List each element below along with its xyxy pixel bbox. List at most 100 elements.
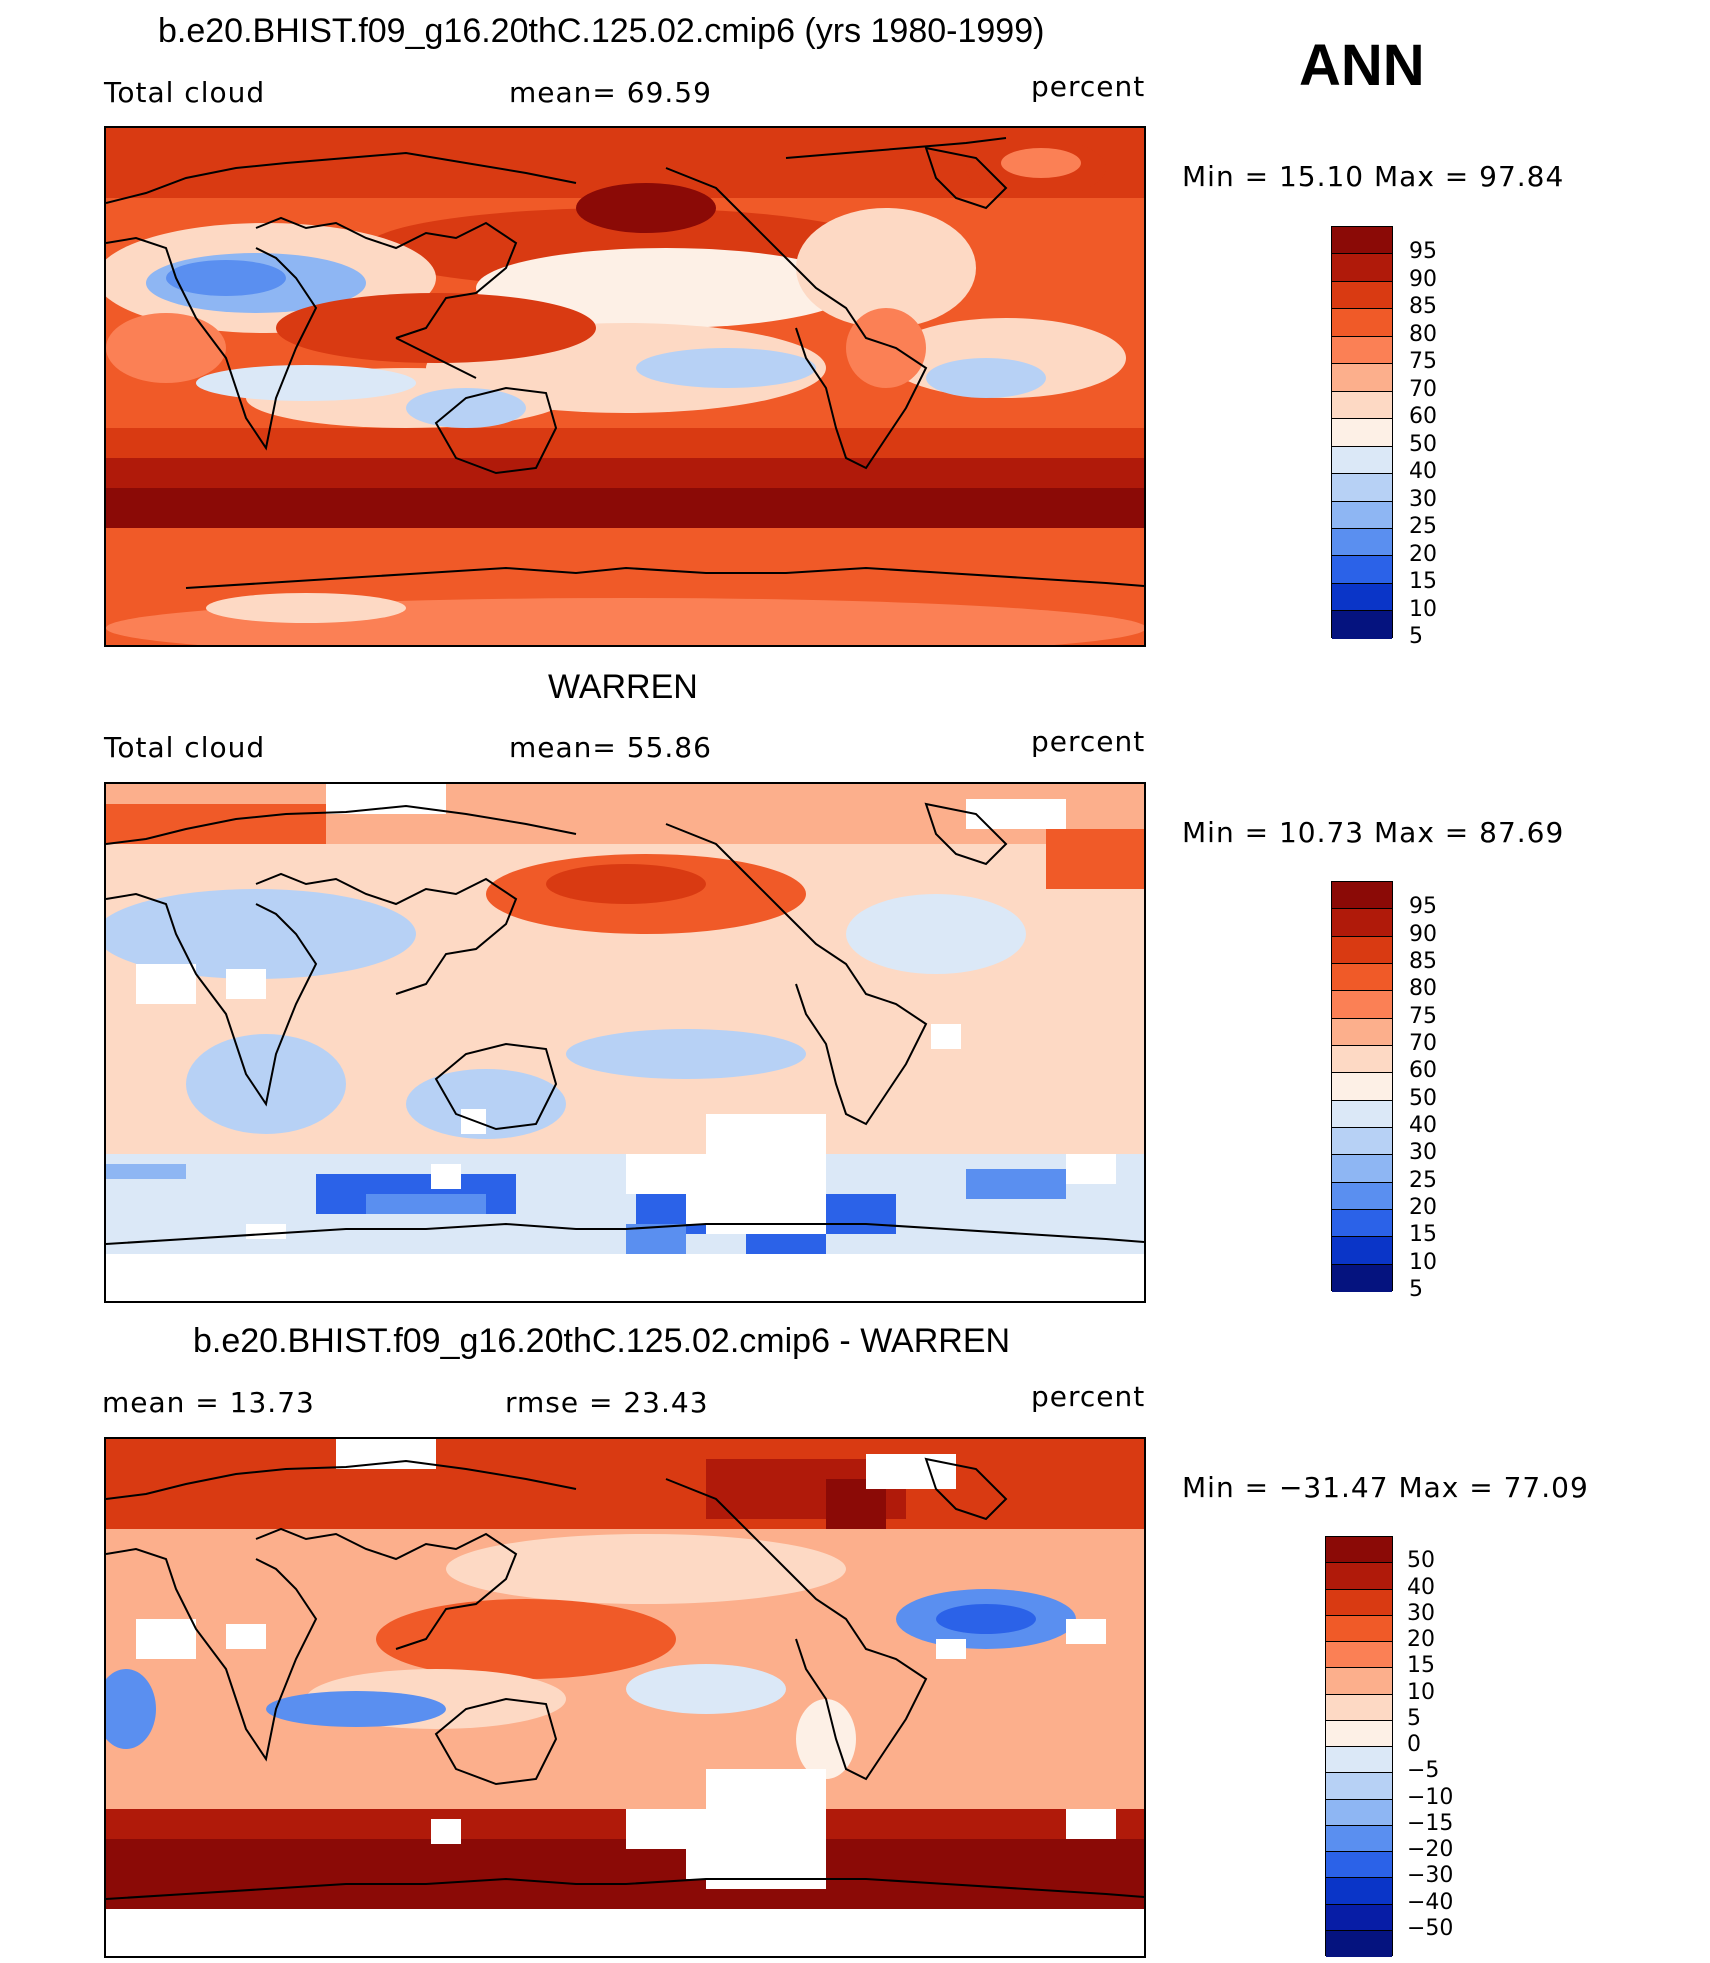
colorbar-tick-label: −10 [1407,1784,1454,1810]
colorbar-tick-label: 60 [1409,1058,1437,1084]
colorbar-swatch [1332,1209,1392,1238]
panel3-mean-label: mean = 13.73 [102,1386,315,1419]
panel2-minmax-label: Min = 10.73 Max = 87.69 [1182,816,1565,849]
panel1-variable-label: Total cloud [104,76,266,109]
colorbar-tick-label: 25 [1409,514,1437,540]
colorbar-tick-label: 80 [1409,976,1437,1002]
colorbar-tick-label: 10 [1407,1679,1435,1705]
colorbar-tick-label: 40 [1409,1113,1437,1138]
panel2-units-label: percent [1031,725,1146,758]
panel3-minmax-label: Min = −31.47 Max = 77.09 [1182,1471,1589,1504]
panel1-units-label: percent [1031,70,1146,103]
colorbar-swatch [1332,1237,1392,1265]
colorbar-swatch [1332,309,1392,337]
colorbar-tick-label: 30 [1409,1140,1437,1166]
colorbar-tick-label: 90 [1409,921,1437,947]
colorbar-swatch [1332,446,1392,475]
colorbar-tick-label: 15 [1409,569,1437,595]
colorbar-tick-label: 40 [1407,1574,1435,1600]
panel2-mean-label: mean= 55.86 [509,731,712,764]
colorbar-swatch [1332,391,1392,420]
panel3-rmse-label: rmse = 23.43 [505,1386,709,1419]
colorbar-swatch [1332,1182,1392,1210]
panel1-minmax-label: Min = 15.10 Max = 97.84 [1182,160,1565,193]
colorbar-swatch [1332,474,1392,502]
colorbar-swatch [1326,1668,1392,1695]
panel1-colorbar-swatches [1331,226,1393,639]
colorbar-swatch [1332,281,1392,310]
colorbar-swatch [1332,583,1392,612]
colorbar-tick-label: 5 [1409,1277,1423,1302]
colorbar-swatch [1326,1930,1392,1957]
colorbar-tick-label: 5 [1409,624,1423,649]
colorbar-tick-label: 50 [1409,1085,1437,1111]
colorbar-tick-label: −30 [1407,1863,1454,1889]
panel2-colorbar [1331,881,1393,1292]
colorbar-tick-label: 5 [1407,1705,1421,1731]
colorbar-swatch [1332,1264,1392,1292]
colorbar-swatch [1326,1720,1392,1747]
colorbar-swatch [1326,1642,1392,1669]
colorbar-swatch [1326,1589,1392,1616]
colorbar-swatch [1332,501,1392,529]
colorbar-tick-label: −15 [1407,1810,1454,1836]
colorbar-tick-label: 80 [1409,321,1437,347]
colorbar-tick-label: −40 [1407,1889,1454,1915]
colorbar-swatch [1326,1615,1392,1642]
season-label: ANN [1299,33,1425,98]
panel2-map [104,782,1146,1303]
colorbar-swatch [1332,1018,1392,1046]
colorbar-swatch [1332,882,1392,910]
panel3-title: b.e20.BHIST.f09_g16.20thC.125.02.cmip6 -… [193,1322,1011,1360]
colorbar-swatch [1332,1100,1392,1128]
colorbar-tick-label: 90 [1409,266,1437,292]
colorbar-tick-label: 50 [1407,1548,1435,1574]
colorbar-swatch [1326,1537,1392,1564]
panel3-map [104,1437,1146,1958]
panel1-colorbar [1331,226,1393,639]
panel3-units-label: percent [1031,1380,1146,1413]
colorbar-tick-label: 30 [1407,1600,1435,1626]
colorbar-tick-label: 20 [1407,1627,1435,1652]
colorbar-swatch [1332,336,1392,365]
panel3-colorbar [1325,1536,1393,1957]
colorbar-tick-label: 75 [1409,1003,1437,1029]
colorbar-tick-label: 25 [1409,1167,1437,1193]
colorbar-tick-label: 30 [1409,486,1437,512]
colorbar-swatch [1332,227,1392,255]
colorbar-swatch [1332,909,1392,937]
colorbar-swatch [1326,1799,1392,1826]
colorbar-swatch [1332,254,1392,282]
colorbar-swatch [1332,1045,1392,1074]
colorbar-tick-label: 40 [1409,459,1437,485]
panel3-map-field [106,1439,1144,1956]
panel1-title: b.e20.BHIST.f09_g16.20thC.125.02.cmip6 (… [158,12,1045,50]
colorbar-swatch [1326,1878,1392,1905]
colorbar-swatch [1326,1694,1392,1721]
colorbar-swatch [1332,991,1392,1019]
panel2-colorbar-swatches [1331,881,1393,1292]
colorbar-tick-label: 95 [1409,894,1437,920]
colorbar-tick-label: −50 [1407,1915,1454,1941]
colorbar-tick-label: 0 [1407,1732,1421,1757]
colorbar-swatch [1332,419,1392,447]
panel3-colorbar-swatches [1325,1536,1393,1957]
panel1-map-field [106,128,1144,645]
colorbar-swatch [1332,556,1392,584]
colorbar-swatch [1326,1773,1392,1800]
colorbar-tick-label: −20 [1407,1837,1454,1862]
colorbar-swatch [1332,611,1392,639]
colorbar-swatch [1332,1155,1392,1183]
colorbar-swatch [1326,1747,1392,1774]
colorbar-swatch [1326,1852,1392,1879]
colorbar-tick-label: 75 [1409,349,1437,375]
colorbar-swatch [1332,528,1392,557]
panel2-title: WARREN [548,668,698,706]
colorbar-tick-label: 95 [1409,239,1437,265]
colorbar-tick-label: 20 [1409,1195,1437,1220]
colorbar-tick-label: −5 [1407,1758,1440,1784]
panel2-variable-label: Total cloud [104,731,266,764]
colorbar-tick-label: 10 [1409,596,1437,622]
colorbar-swatch [1332,963,1392,992]
panel1-map [104,126,1146,647]
